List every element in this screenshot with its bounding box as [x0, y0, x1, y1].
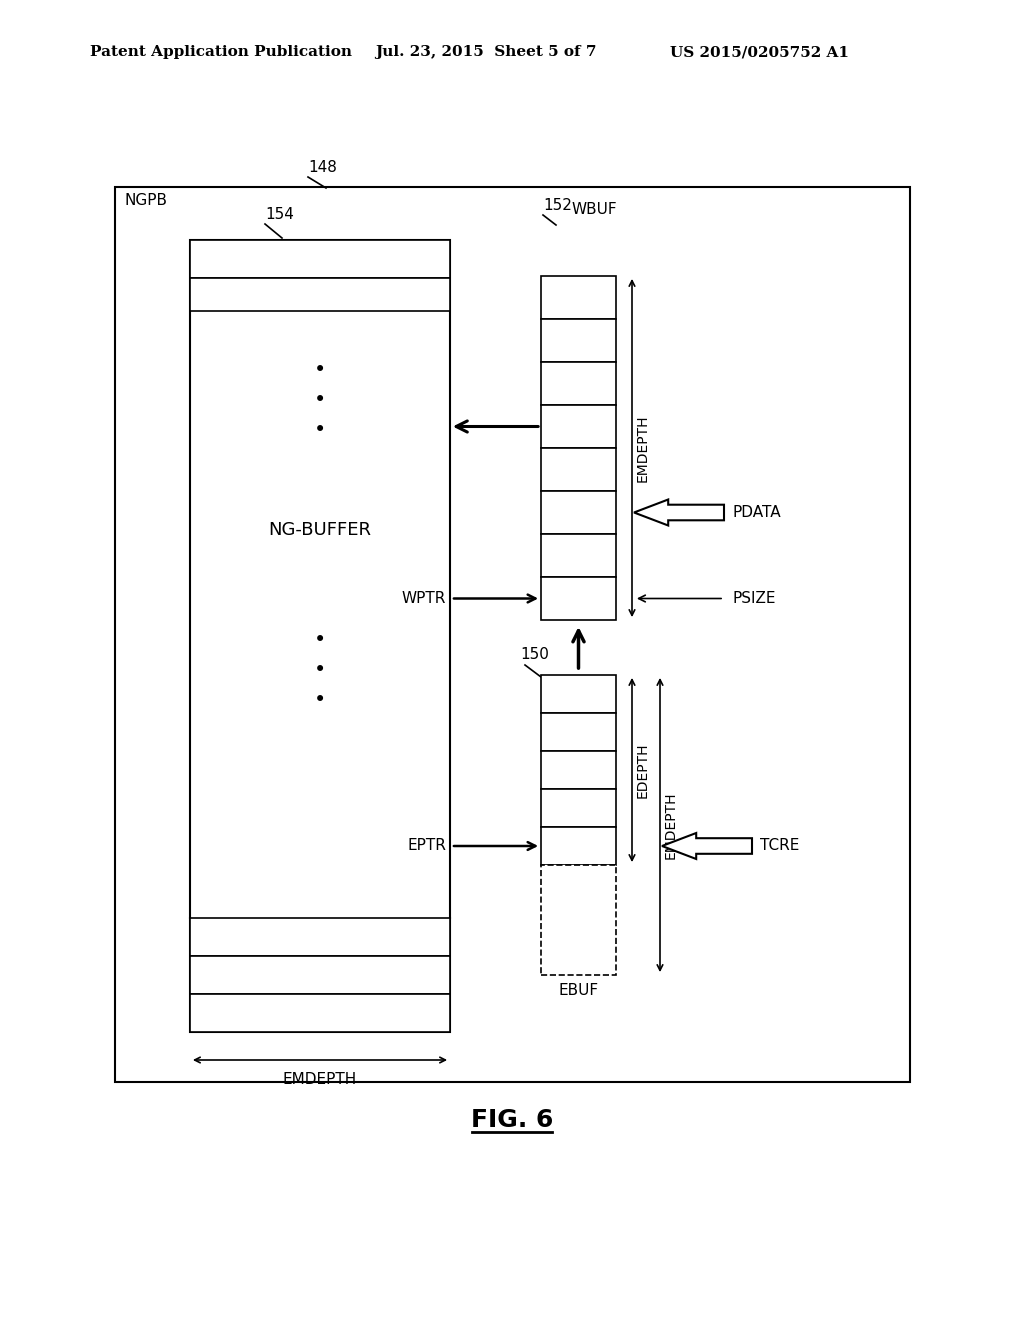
Text: TCRE: TCRE [760, 838, 800, 854]
Bar [541, 675, 616, 713]
Text: •
•
•: • • • [573, 884, 584, 956]
Bar [541, 491, 616, 535]
Text: •
•
•: • • • [314, 360, 326, 440]
Text: N2: N2 [569, 763, 588, 777]
Text: WPTR: WPTR [401, 591, 446, 606]
Text: N0: N0 [569, 840, 588, 853]
Bar [541, 751, 616, 789]
Text: EDEPTH: EDEPTH [636, 742, 650, 797]
Bar [541, 447, 616, 491]
Text: NGPB: NGPB [125, 193, 168, 209]
Bar [190, 279, 450, 312]
Text: W7: W7 [567, 290, 590, 305]
Text: FIG. 6: FIG. 6 [471, 1107, 553, 1133]
Bar [541, 276, 616, 319]
Bar [115, 187, 910, 1082]
Text: EMDEPTH: EMDEPTH [664, 791, 678, 859]
Text: W6: W6 [567, 334, 590, 347]
Text: Patent Application Publication: Patent Application Publication [90, 45, 352, 59]
Text: W3: W3 [567, 462, 590, 477]
Text: 148: 148 [308, 160, 337, 176]
Bar [541, 789, 616, 828]
Text: 152: 152 [543, 198, 571, 213]
Bar [190, 917, 450, 956]
Text: N4: N4 [569, 686, 588, 701]
Text: EPTR: EPTR [408, 838, 446, 854]
Text: •
•
•: • • • [314, 631, 326, 710]
Bar [541, 865, 616, 975]
Bar [541, 319, 616, 362]
Text: Jul. 23, 2015  Sheet 5 of 7: Jul. 23, 2015 Sheet 5 of 7 [375, 45, 597, 59]
Polygon shape [634, 499, 724, 525]
Text: WG1: WG1 [302, 968, 338, 982]
Text: PDATA: PDATA [732, 506, 780, 520]
Text: N3: N3 [569, 725, 588, 739]
Text: W1: W1 [567, 549, 590, 562]
Text: 154: 154 [265, 207, 294, 222]
Text: NG-BUFFER: NG-BUFFER [268, 521, 372, 539]
Text: US 2015/0205752 A1: US 2015/0205752 A1 [670, 45, 849, 59]
Text: EMDEPTH: EMDEPTH [636, 414, 650, 482]
Bar [190, 240, 450, 279]
Bar [541, 405, 616, 447]
Bar [541, 713, 616, 751]
Text: EBUF: EBUF [558, 983, 599, 998]
Bar [190, 994, 450, 1032]
Bar [541, 828, 616, 865]
Text: 150: 150 [520, 647, 549, 663]
Bar [541, 577, 616, 620]
Text: W4: W4 [567, 420, 590, 433]
Text: PSIZE: PSIZE [732, 591, 775, 606]
Bar [541, 362, 616, 405]
Text: EMDEPTH: EMDEPTH [283, 1072, 357, 1086]
Text: W2: W2 [567, 506, 590, 520]
Text: W5: W5 [567, 376, 590, 391]
Text: WBUF: WBUF [572, 202, 617, 216]
Polygon shape [662, 833, 752, 859]
Text: WGN: WGN [301, 252, 339, 267]
Bar [190, 956, 450, 994]
Text: WG2: WG2 [302, 929, 338, 945]
Bar [541, 535, 616, 577]
Bar [190, 240, 450, 1032]
Text: N1: N1 [569, 801, 588, 814]
Text: W0: W0 [567, 591, 590, 606]
Text: WG0: WG0 [302, 1006, 338, 1020]
